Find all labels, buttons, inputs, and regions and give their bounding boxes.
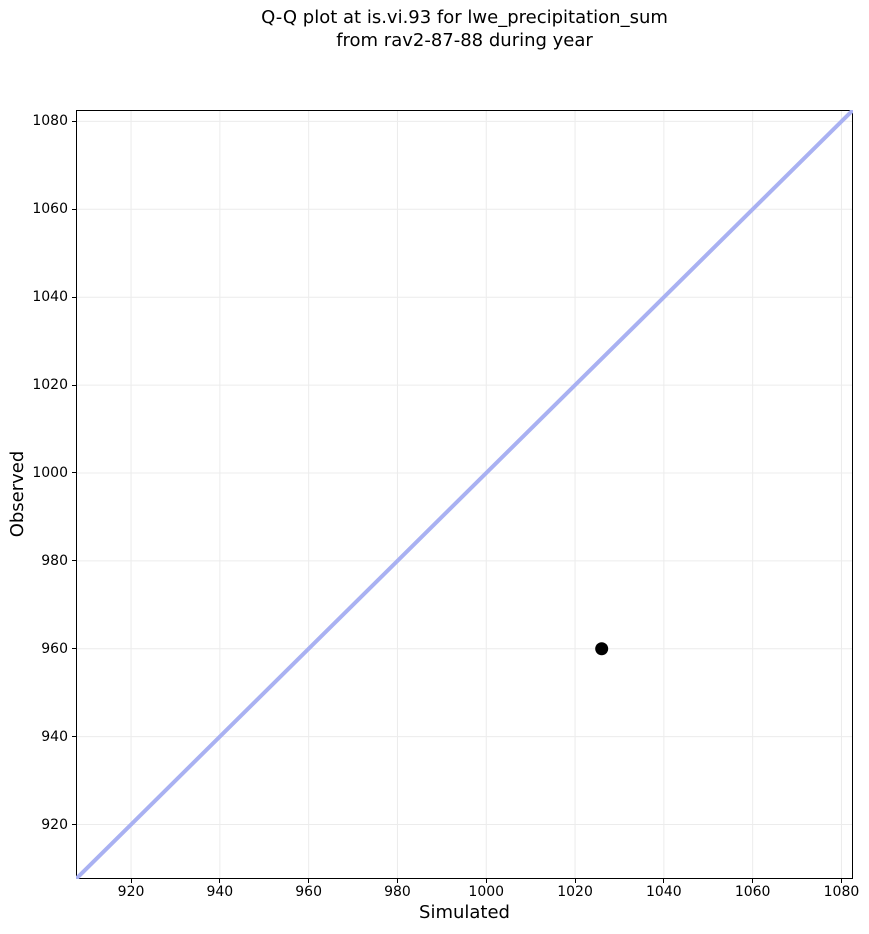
x-tick-mark (308, 879, 310, 883)
chart-title: Q-Q plot at is.vi.93 for lwe_precipitati… (76, 6, 853, 52)
y-tick-label: 1060 (32, 201, 68, 218)
y-tick-label: 920 (41, 816, 68, 833)
y-tick-label: 960 (41, 640, 68, 657)
x-tick-mark (219, 879, 221, 883)
x-tick-label: 1060 (734, 884, 771, 900)
y-axis-label: Observed (7, 450, 28, 538)
y-tick-label: 940 (41, 728, 68, 745)
identity-line (76, 110, 853, 879)
x-tick-mark (130, 879, 132, 883)
x-axis-label: Simulated (419, 902, 510, 923)
y-tick-label: 1020 (32, 377, 68, 394)
axes-spines (76, 110, 853, 879)
data-point (595, 642, 609, 656)
y-tick-label: 1000 (32, 464, 68, 481)
x-tick-label: 940 (206, 884, 234, 900)
y-tick-label: 1080 (32, 113, 68, 130)
x-tick-mark (840, 879, 842, 883)
x-tick-label: 1020 (557, 884, 593, 900)
x-tick-mark (752, 879, 754, 883)
y-tick-label: 980 (41, 552, 68, 569)
y-tick-mark (72, 560, 76, 562)
x-tick-label: 1000 (468, 884, 505, 900)
chart-title-line1: Q-Q plot at is.vi.93 for lwe_precipitati… (261, 7, 668, 28)
y-tick-label: 1040 (32, 289, 68, 306)
chart-title-line2: from rav2-87-88 during year (336, 30, 593, 51)
x-tick-mark (396, 879, 398, 883)
y-tick-mark (72, 824, 76, 825)
y-tick-mark (72, 648, 76, 650)
x-tick-mark (663, 879, 665, 883)
x-tick-label: 960 (295, 884, 323, 900)
x-tick-mark (574, 879, 576, 883)
x-tick-mark (485, 879, 487, 883)
y-tick-mark (72, 472, 76, 474)
y-tick-mark (72, 120, 76, 122)
x-tick-label: 1080 (823, 884, 860, 900)
plot-canvas (76, 110, 853, 879)
x-tick-label: 920 (117, 884, 145, 900)
y-tick-mark (72, 736, 76, 738)
y-tick-mark (72, 208, 76, 210)
x-tick-label: 1040 (646, 884, 682, 900)
x-tick-label: 980 (384, 884, 411, 900)
plot-area (76, 110, 853, 879)
y-tick-mark (72, 296, 76, 298)
y-tick-mark (72, 384, 76, 386)
